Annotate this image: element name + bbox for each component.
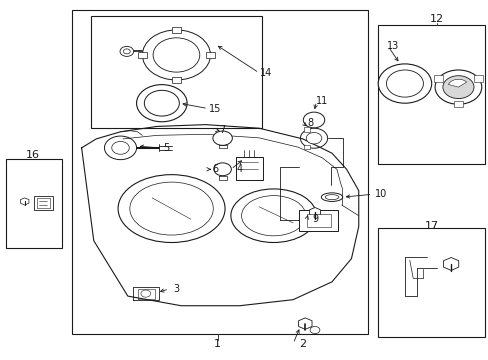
Ellipse shape [230,189,316,243]
Bar [304,127,309,132]
Bar [91,16,261,128]
Text: 8: 8 [306,118,312,128]
Wedge shape [447,79,466,87]
Bar [37,198,49,208]
Bar [453,101,462,108]
Text: 7: 7 [219,125,225,135]
Text: 14: 14 [260,68,272,78]
Bar [235,157,263,180]
Text: 10: 10 [374,189,386,199]
Bar [473,75,482,82]
Text: 5: 5 [163,143,169,153]
Text: 9: 9 [311,214,317,224]
Circle shape [442,76,473,99]
Bar [304,145,309,149]
Circle shape [300,128,327,148]
Circle shape [212,131,232,145]
Circle shape [112,141,129,154]
Circle shape [136,85,187,122]
Circle shape [213,163,231,176]
Text: 3: 3 [173,284,179,294]
Circle shape [309,327,319,334]
Circle shape [303,112,324,128]
Bar [172,77,181,83]
Circle shape [153,38,200,72]
Bar [306,214,330,227]
Circle shape [377,64,431,103]
Text: 12: 12 [428,14,443,24]
Text: 17: 17 [424,221,438,231]
Text: 11: 11 [316,96,328,107]
Text: 2: 2 [299,339,306,348]
Bar [377,228,484,337]
Circle shape [104,136,136,159]
Text: 16: 16 [26,150,40,160]
Text: 13: 13 [386,41,398,51]
Ellipse shape [118,175,224,243]
Ellipse shape [321,193,342,202]
Circle shape [305,132,321,144]
Bar [34,196,53,210]
Bar [433,75,442,82]
Circle shape [386,70,423,97]
Ellipse shape [130,182,213,235]
Bar [172,27,181,33]
Ellipse shape [241,195,305,236]
Circle shape [434,70,481,104]
Text: 4: 4 [236,164,242,174]
Text: 1: 1 [214,339,221,348]
Circle shape [144,90,179,116]
Circle shape [141,290,150,297]
Circle shape [142,30,210,80]
Bar [377,24,484,164]
Circle shape [120,46,133,57]
Bar [299,210,338,231]
Bar [6,158,62,248]
Bar [138,52,146,58]
Text: 6: 6 [212,164,218,174]
Text: 15: 15 [209,104,221,113]
Circle shape [123,49,130,54]
Bar [205,52,214,58]
Bar [72,10,368,334]
Ellipse shape [325,195,338,200]
